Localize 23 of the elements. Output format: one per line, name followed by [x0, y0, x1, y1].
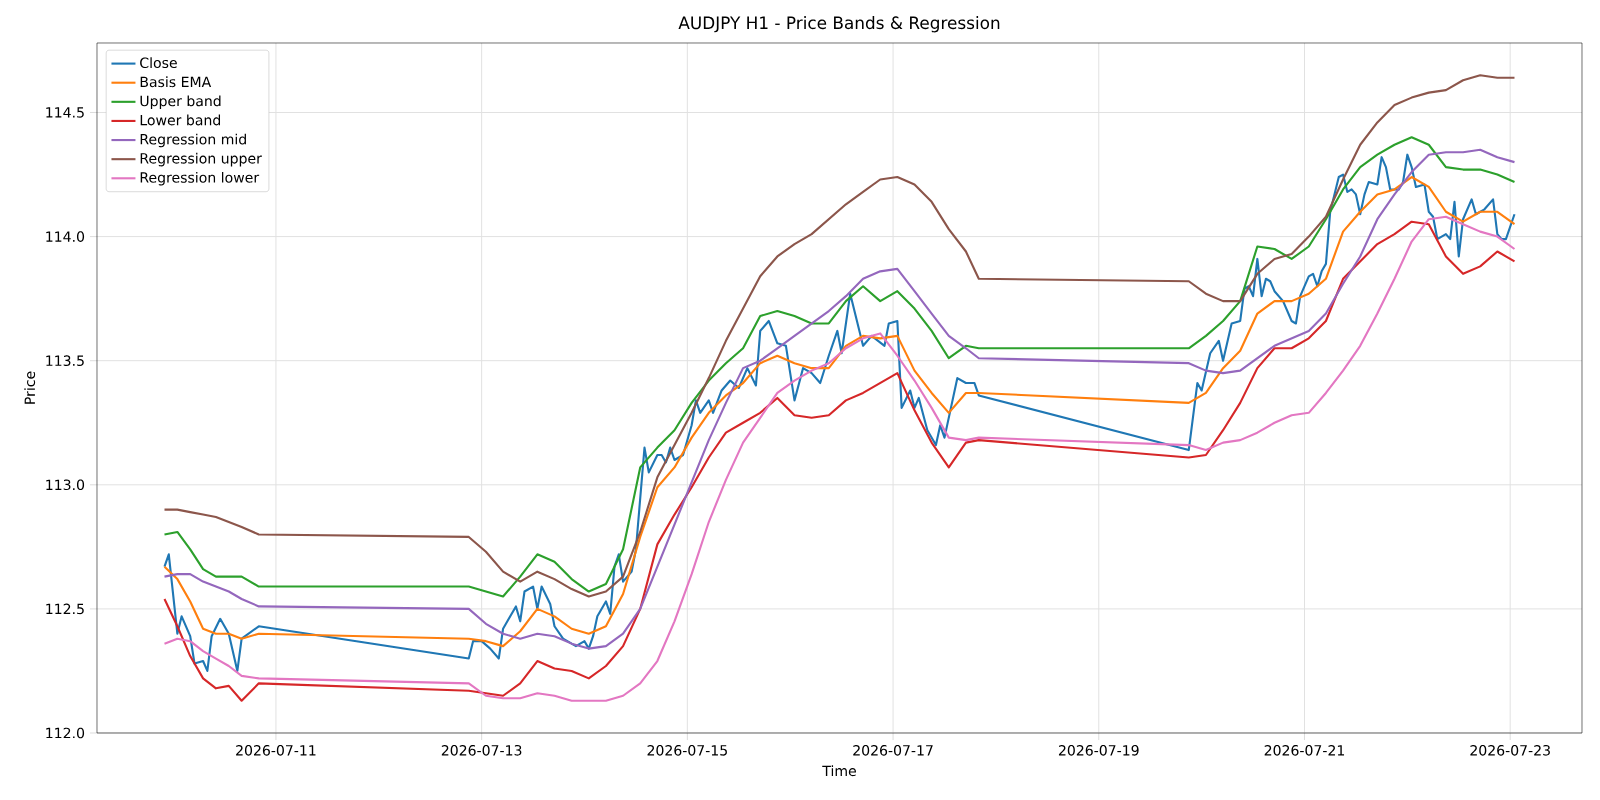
y-tick-label: 113.5 [46, 355, 84, 367]
y-axis-title: Price [24, 371, 36, 404]
legend-label: Regression upper [140, 152, 262, 167]
legend-label: Upper band [140, 95, 221, 110]
legend-label: Regression lower [140, 171, 260, 186]
x-tick-label: 2026-07-13 [441, 744, 522, 756]
y-tick-label: 112.5 [46, 603, 84, 615]
y-tick-label: 114.0 [46, 231, 85, 242]
legend-label: Close [140, 57, 177, 69]
chart-title: AUDJPY H1 - Price Bands & Regression [678, 16, 1000, 33]
x-tick-label: 2026-07-23 [1470, 744, 1550, 756]
y-tick-label: 114.5 [46, 107, 84, 118]
legend-label: Basis EMA [140, 76, 212, 88]
y-tick-label: 112.0 [46, 727, 85, 739]
x-tick-label: 2026-07-19 [1058, 744, 1139, 756]
x-tick-label: 2026-07-17 [853, 744, 933, 756]
x-tick-label: 2026-07-21 [1264, 744, 1345, 756]
legend-label: Regression mid [140, 133, 246, 148]
x-tick-label: 2026-07-11 [236, 744, 316, 756]
x-tick-label: 2026-07-15 [647, 744, 727, 756]
y-tick-label: 113.0 [46, 479, 85, 491]
legend-label: Lower band [140, 114, 221, 126]
x-axis-title: Time [822, 765, 856, 777]
